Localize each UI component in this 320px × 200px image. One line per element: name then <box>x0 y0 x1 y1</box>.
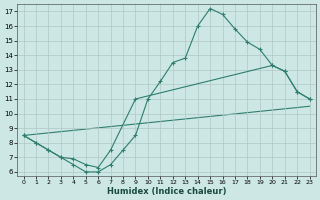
X-axis label: Humidex (Indice chaleur): Humidex (Indice chaleur) <box>107 187 226 196</box>
